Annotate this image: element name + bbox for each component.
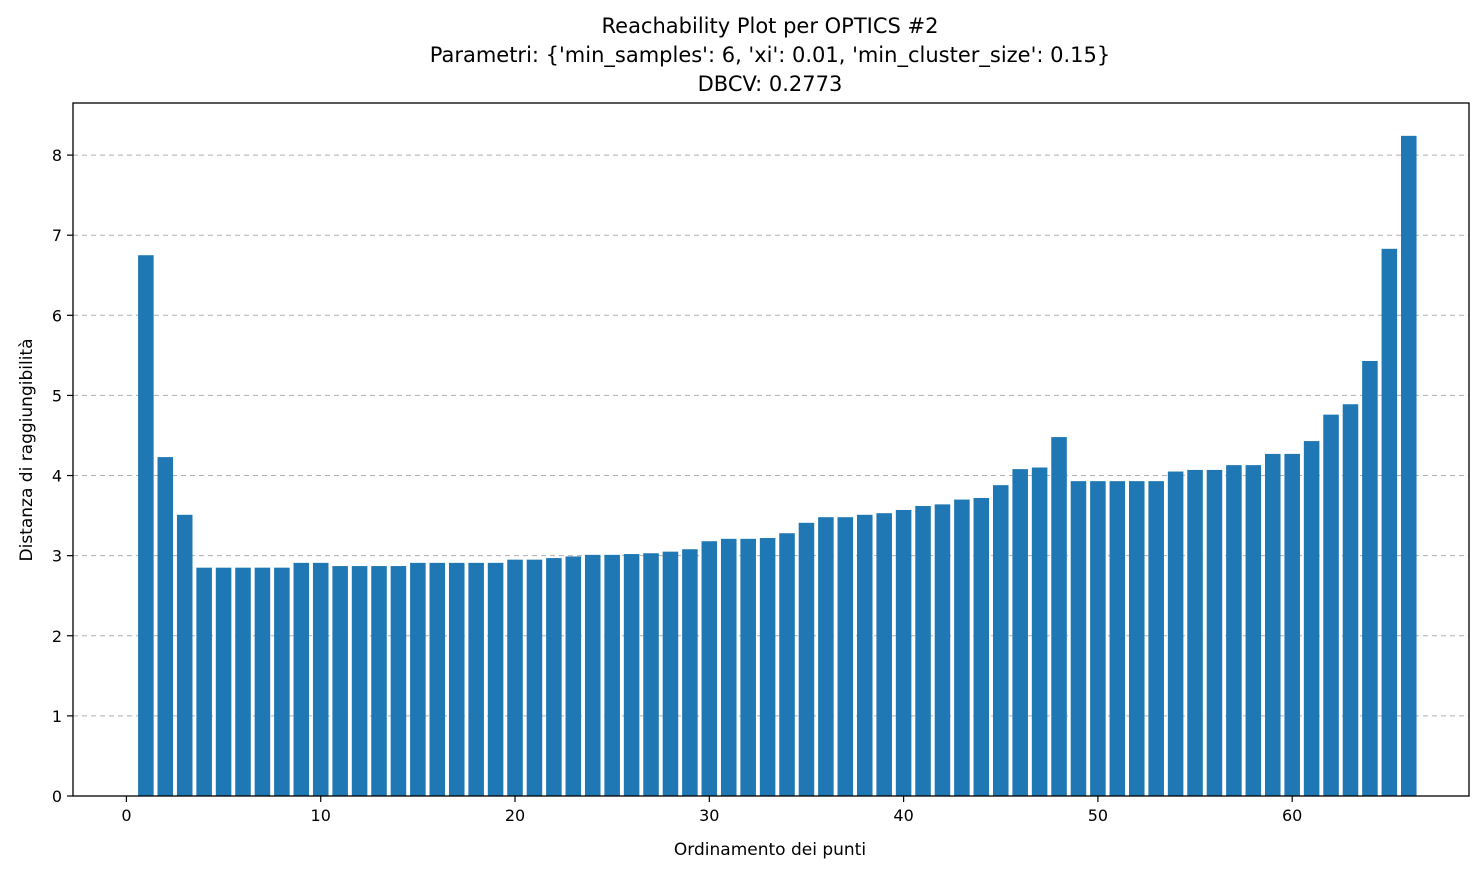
- bar: [1031, 467, 1048, 796]
- bar: [837, 517, 854, 796]
- bar: [1012, 469, 1028, 796]
- bar: [1148, 481, 1164, 796]
- bar: [856, 514, 873, 796]
- bar: [1362, 360, 1378, 796]
- bar: [973, 497, 990, 796]
- bar: [1400, 135, 1417, 796]
- bar: [779, 533, 795, 796]
- bar: [196, 567, 212, 796]
- bar: [1264, 453, 1281, 796]
- bar: [1323, 414, 1339, 796]
- x-axis-ticks: 0 10 20 30 40 50 60: [121, 796, 1302, 825]
- plot-area-frame: [72, 102, 1470, 797]
- x-tick-label: 20: [505, 806, 525, 825]
- bar: [954, 499, 970, 796]
- x-tick-label: 0: [121, 806, 131, 825]
- chart-title-line-3: DBCV: 0.2773: [698, 72, 843, 96]
- bar: [818, 517, 834, 796]
- bar: [448, 562, 465, 796]
- y-tick-label: 2: [52, 627, 62, 646]
- bar: [351, 566, 368, 796]
- y-tick-label: 1: [52, 707, 62, 726]
- y-tick-label: 3: [52, 547, 62, 566]
- y-tick-label: 4: [52, 467, 62, 486]
- bar: [604, 554, 620, 796]
- bar: [662, 551, 679, 796]
- bar: [487, 562, 504, 796]
- bar: [992, 485, 1009, 796]
- y-tick-label: 7: [52, 226, 62, 245]
- bar: [1206, 469, 1223, 796]
- bar: [390, 566, 407, 796]
- bar: [254, 567, 271, 796]
- bar: [1303, 441, 1320, 796]
- bar: [429, 562, 446, 796]
- bar: [157, 457, 174, 796]
- bar: [1109, 481, 1126, 796]
- bar: [915, 505, 931, 796]
- bar: [1187, 469, 1203, 796]
- bar: [895, 509, 912, 796]
- bar: [546, 558, 562, 796]
- bar: [468, 562, 484, 796]
- bar: [1245, 465, 1262, 796]
- bar: [565, 556, 582, 796]
- bar: [371, 566, 387, 796]
- bar: [526, 559, 543, 796]
- bar-series: [138, 135, 1417, 796]
- y-axis-label: Distanza di raggiungibilità: [17, 338, 37, 561]
- bar: [934, 504, 951, 796]
- x-tick-label: 10: [311, 806, 331, 825]
- bar: [623, 554, 640, 796]
- bar: [1226, 465, 1242, 796]
- bar: [1090, 481, 1106, 796]
- x-tick-label: 30: [699, 806, 719, 825]
- bar: [1051, 437, 1067, 796]
- y-tick-label: 0: [52, 787, 62, 806]
- bar: [682, 549, 698, 796]
- bar: [759, 538, 776, 796]
- bar: [798, 522, 815, 796]
- y-tick-label: 8: [52, 146, 62, 165]
- x-tick-label: 60: [1282, 806, 1302, 825]
- bar: [235, 567, 251, 796]
- bar: [720, 538, 737, 796]
- bar: [643, 553, 659, 796]
- bar: [507, 559, 523, 796]
- y-tick-label: 5: [52, 386, 62, 405]
- y-axis-ticks: 0 1 2 3 4 5 6 7 8: [52, 146, 73, 806]
- bar: [1342, 404, 1359, 796]
- bar: [1381, 248, 1398, 796]
- bar: [274, 567, 290, 796]
- x-tick-label: 40: [893, 806, 913, 825]
- bar: [332, 566, 348, 796]
- bar: [740, 538, 756, 796]
- bar: [138, 255, 154, 796]
- y-tick-label: 6: [52, 306, 62, 325]
- bar: [410, 562, 426, 796]
- bar: [215, 567, 232, 796]
- chart-title: Reachability Plot per OPTICS #2 Parametr…: [430, 14, 1111, 96]
- bar: [1284, 453, 1300, 796]
- bar: [312, 562, 329, 796]
- x-tick-label: 50: [1088, 806, 1108, 825]
- bar: [1167, 471, 1184, 796]
- chart-title-line-1: Reachability Plot per OPTICS #2: [602, 14, 939, 38]
- bar: [701, 541, 718, 796]
- chart-title-line-2: Parametri: {'min_samples': 6, 'xi': 0.01…: [430, 43, 1111, 68]
- bar: [1070, 481, 1087, 796]
- x-axis-label: Ordinamento dei punti: [674, 840, 866, 860]
- bar: [293, 562, 310, 796]
- bar: [876, 513, 892, 796]
- bar: [176, 514, 193, 796]
- bar: [1128, 481, 1145, 796]
- bar: [584, 554, 601, 796]
